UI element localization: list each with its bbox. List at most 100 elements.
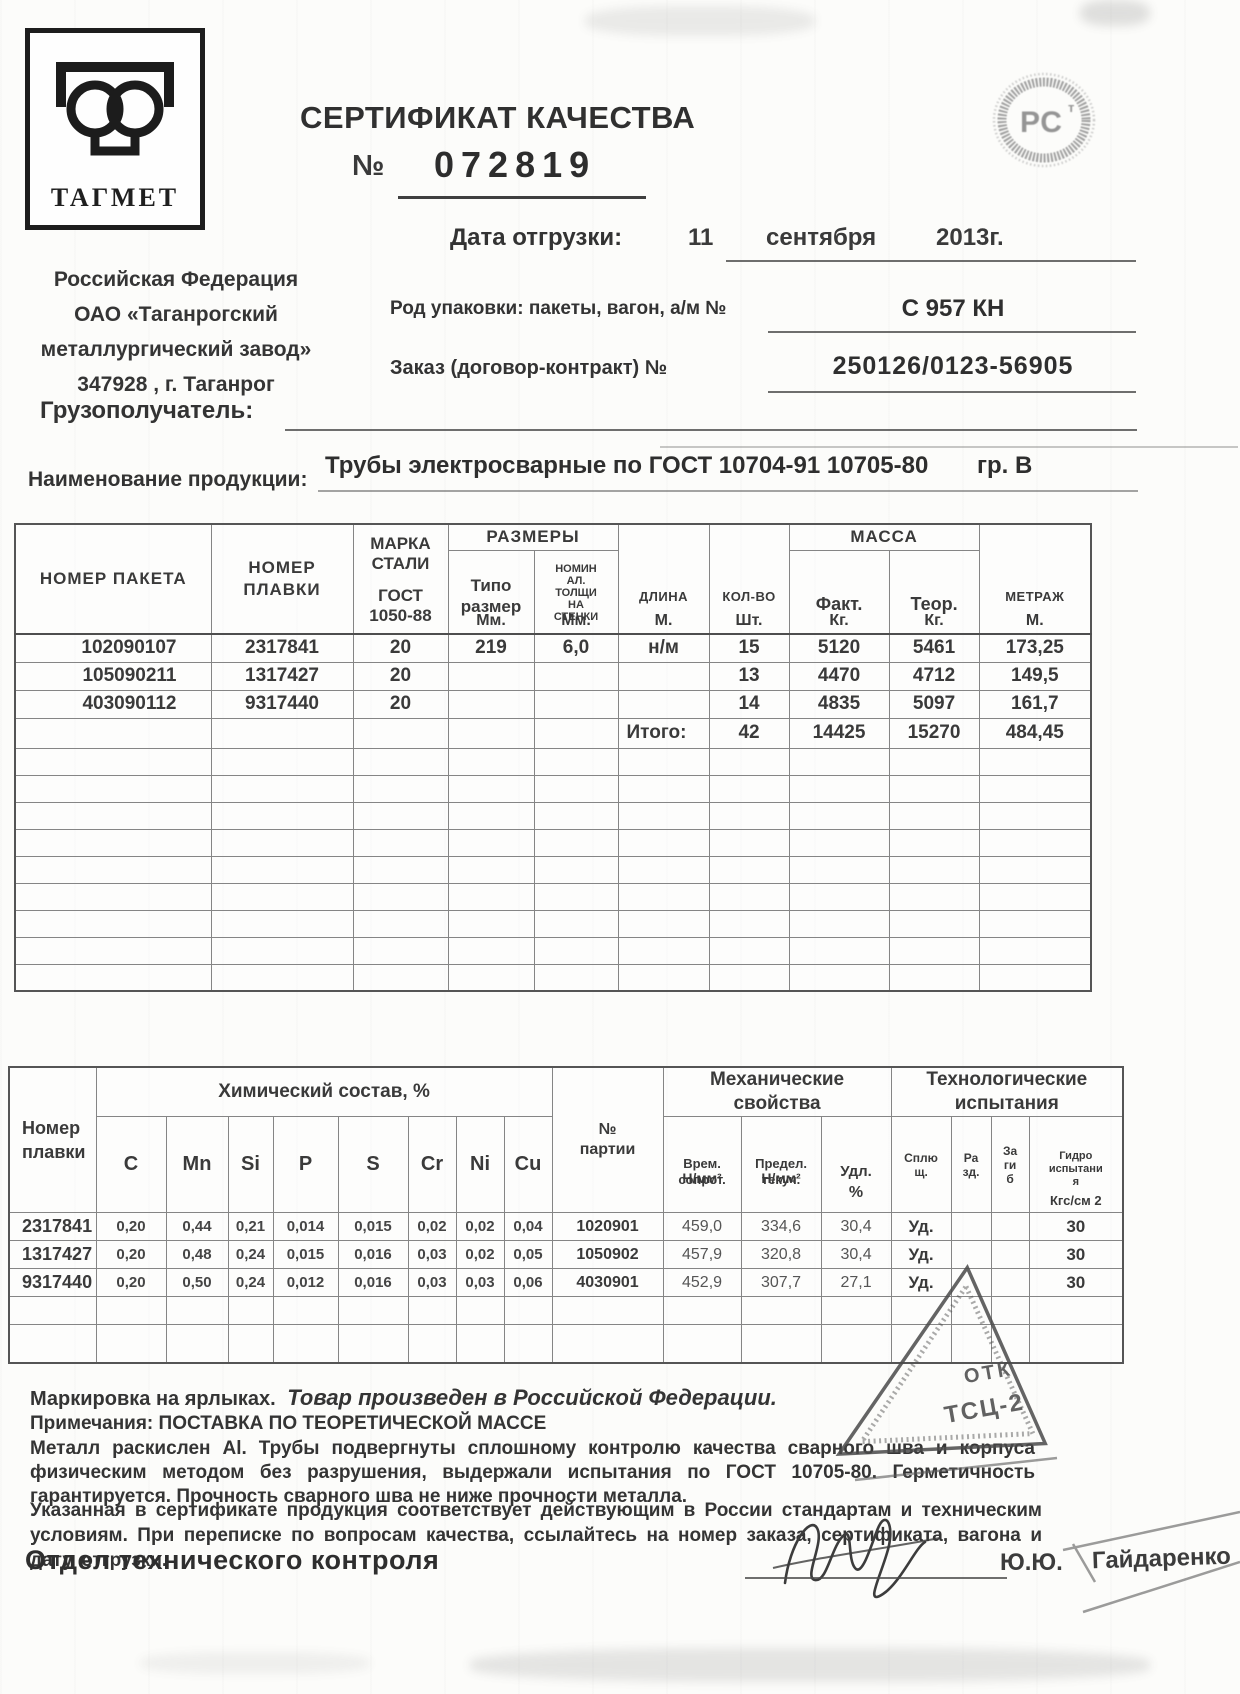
page-title: СЕРТИФИКАТ КАЧЕСТВА: [300, 100, 696, 135]
cell-Ni: 0,02: [455, 1240, 505, 1269]
marking-line: Маркировка на ярлыках. Товар произведен …: [30, 1385, 777, 1411]
empty-cell: [227, 1324, 274, 1363]
empty-cell: [890, 1324, 952, 1363]
cell-expansion: [950, 1240, 992, 1269]
cell-bend: [990, 1212, 1030, 1241]
empty-cell: [447, 828, 535, 857]
packaging-label: Род упаковки: пакеты, вагон, а/м №: [390, 298, 727, 319]
certificate-number-label: №: [352, 150, 385, 182]
cell-fact: 4835: [788, 689, 890, 719]
shipment-table: НОМЕР ПАКЕТА НОМЕР ПЛАВКИ МАРКА СТАЛИ ГО…: [14, 523, 1093, 992]
product-underline: [318, 490, 1138, 492]
cell-wall: [533, 661, 619, 691]
empty-cell: [533, 717, 619, 749]
cell-bend: [990, 1268, 1030, 1297]
cell-typesize: [447, 689, 535, 719]
col-header-steel-grade: МАРКА СТАЛИ ГОСТ 1050-88: [352, 523, 449, 635]
table-row: 102090107 2317841 20 219 6,0 н/м 15 5120…: [14, 633, 1092, 663]
empty-cell: [8, 1324, 97, 1363]
empty-cell: [890, 1296, 952, 1325]
empty-row: [14, 774, 1092, 803]
empty-cell: [14, 747, 212, 776]
cell-theor: 5097: [888, 689, 980, 719]
empty-cell: [503, 1296, 553, 1325]
empty-cell: [617, 936, 710, 965]
empty-cell: [740, 1324, 822, 1363]
company-line: металлургический завод»: [40, 338, 312, 361]
empty-cell: [352, 855, 449, 884]
empty-cell: [978, 855, 1092, 884]
cell-Cr: 0,03: [407, 1240, 457, 1269]
table-row: 9317440 0,20 0,50 0,24 0,012 0,016 0,03 …: [8, 1268, 1124, 1297]
empty-cell: [210, 855, 354, 884]
empty-cell: [708, 747, 790, 776]
empty-cell: [533, 909, 619, 938]
empty-cell: [14, 828, 212, 857]
empty-cell: [950, 1296, 992, 1325]
empty-cell: [533, 936, 619, 965]
empty-row: [14, 909, 1092, 938]
empty-cell: [617, 909, 710, 938]
empty-cell: [533, 801, 619, 830]
empty-cell: [533, 855, 619, 884]
empty-cell: [352, 747, 449, 776]
empty-cell: [888, 882, 980, 911]
header-row: Номер плавки Химический состав, % № парт…: [8, 1066, 1124, 1213]
cell-expansion: [950, 1268, 992, 1297]
cell-flattening: Уд.: [890, 1212, 952, 1241]
unit-label: Кг.: [829, 612, 849, 629]
empty-cell: [617, 828, 710, 857]
empty-cell: [950, 1324, 992, 1363]
empty-cell: [788, 801, 890, 830]
signature-underline: [745, 1577, 1007, 1579]
col-header-batch: № партии: [551, 1066, 664, 1213]
cell-Si: 0,24: [227, 1240, 274, 1269]
col-header-melt: НОМЕР ПЛАВКИ: [210, 523, 354, 635]
empty-cell: [788, 747, 890, 776]
cell-tensile: 452,9: [662, 1268, 742, 1297]
empty-cell: [407, 1296, 457, 1325]
cell-steel: 20: [352, 633, 449, 663]
empty-cell: [337, 1296, 409, 1325]
scan-artifact: [585, 6, 815, 36]
cell-metrage: 161,7: [978, 689, 1092, 719]
cell-wall: 6,0: [533, 633, 619, 663]
empty-cell: [447, 717, 535, 749]
packaging-underline: [768, 331, 1136, 333]
empty-cell: [14, 801, 212, 830]
cell-Cr: 0,03: [407, 1268, 457, 1297]
cell-typesize: 219: [447, 633, 535, 663]
empty-row: [8, 1324, 1124, 1363]
empty-cell: [740, 1296, 822, 1325]
unit-label: Кг.: [924, 612, 944, 629]
cell-bend: [990, 1240, 1030, 1269]
group-header-mass: МАССА: [788, 523, 980, 551]
cell-P: 0,014: [272, 1212, 339, 1241]
cell-elongation: 30,4: [820, 1212, 892, 1241]
empty-cell: [14, 909, 212, 938]
empty-cell: [788, 828, 890, 857]
unit-label: Мм.: [476, 612, 506, 629]
empty-row: [14, 747, 1092, 776]
cell-yield: 320,8: [740, 1240, 822, 1269]
empty-cell: [888, 855, 980, 884]
notes-paragraph-1: Металл раскислен Al. Трубы подвергнуты с…: [30, 1438, 1035, 1507]
empty-cell: [95, 1296, 167, 1325]
empty-cell: [210, 801, 354, 830]
cell-metrage: 173,25: [978, 633, 1092, 663]
order-value: 250126/0123-56905: [832, 352, 1074, 380]
empty-cell: [708, 963, 790, 992]
cell-fact: 5120: [788, 633, 890, 663]
cell-qty: 15: [708, 633, 790, 663]
col-header-length: ДЛИНА М.: [617, 523, 710, 635]
col-header-expansion: Ра зд.: [950, 1116, 992, 1213]
empty-cell: [407, 1324, 457, 1363]
col-header-Cr: Cr: [407, 1116, 457, 1213]
empty-cell: [337, 1324, 409, 1363]
empty-cell: [617, 774, 710, 803]
certificate-number: 072819: [434, 144, 597, 185]
header-row: Типо размер Мм. НОМИН АЛ. ТОЛЩИ НА СТЕНК…: [15, 549, 1091, 635]
cell-tensile: 459,0: [662, 1212, 742, 1241]
totals-fact: 14425: [788, 717, 890, 749]
empty-cell: [788, 882, 890, 911]
